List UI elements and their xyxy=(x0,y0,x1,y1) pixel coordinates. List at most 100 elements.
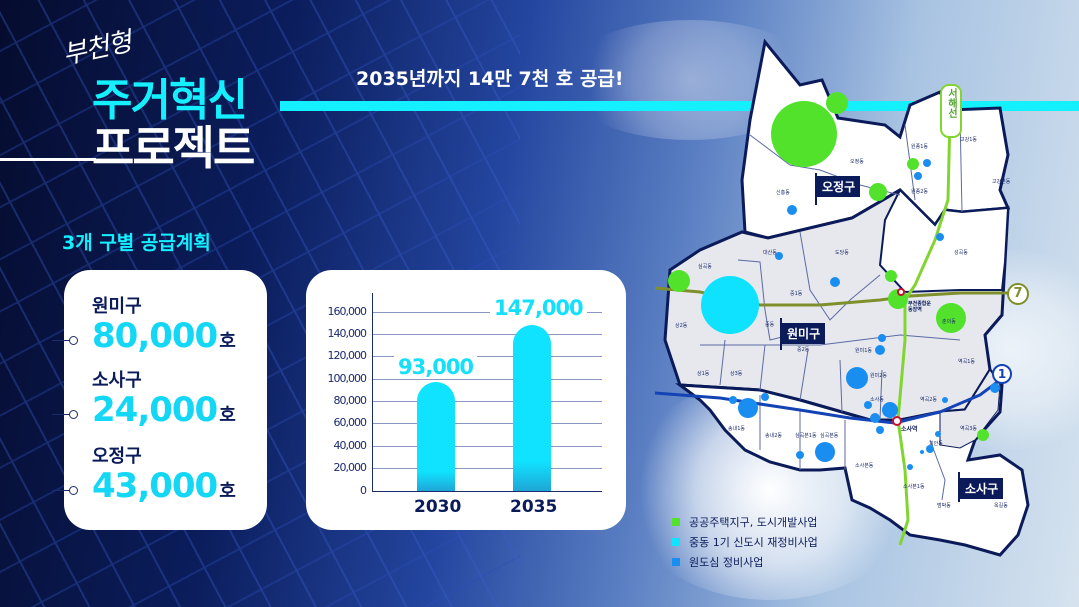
district-name: 소사구 xyxy=(92,370,142,391)
subtitle: 2035년까지 14만 7천 호 공급! xyxy=(356,68,624,90)
gridline xyxy=(372,423,602,424)
dong-label: 심곡본1동 xyxy=(795,433,817,439)
dong-label: 상2동 xyxy=(675,323,688,329)
y-tick-label: 40,000 xyxy=(333,439,368,452)
dong-label: 심곡본동 xyxy=(820,433,839,439)
district-name: 원미구 xyxy=(92,296,142,317)
flag-pole xyxy=(780,318,782,350)
title-line-2: 프로젝트 xyxy=(92,121,255,175)
district-value: 80,000 xyxy=(92,316,218,356)
district-unit: 호 xyxy=(219,405,236,426)
y-tick-label: 160,000 xyxy=(327,305,368,318)
line-1-badge: 1 xyxy=(992,364,1012,384)
legend-label: 공공주택지구, 도시개발사업 xyxy=(689,516,818,529)
map-legend: 공공주택지구, 도시개발사업 중동 1기 신도시 재정비사업 원도심 정비사업 xyxy=(672,512,818,572)
district-unit: 호 xyxy=(219,331,236,352)
district-value: 43,000 xyxy=(92,466,218,506)
y-tick-label: 60,000 xyxy=(333,416,368,429)
flag-pole xyxy=(958,472,960,502)
legend-label: 중동 1기 신도시 재정비사업 xyxy=(689,536,818,549)
dong-label: 역곡3동 xyxy=(960,426,977,432)
seohae-line-badge: 서해선 xyxy=(940,84,962,138)
gridline xyxy=(372,401,602,402)
gridline xyxy=(372,379,602,380)
bar-2035 xyxy=(513,325,551,491)
x-tick-label: 2035 xyxy=(510,497,558,517)
y-tick-label: 20,000 xyxy=(333,461,368,474)
legend-item-old-downtown: 원도심 정비사업 xyxy=(672,552,818,572)
dong-label: 상3동 xyxy=(730,371,743,377)
gridline xyxy=(372,446,602,447)
dong-label: 괴안동 xyxy=(929,441,943,447)
dong-label: 소사본1동 xyxy=(903,484,925,490)
dong-label: 신흥동 xyxy=(776,190,790,196)
district-item-wonmi: 원미구 80,000 호 xyxy=(52,292,236,356)
x-axis xyxy=(372,491,602,492)
bar-2030 xyxy=(417,382,455,491)
district-item-sosa: 소사구 24,000 호 xyxy=(52,366,236,430)
map-label-sosa: 소사구 xyxy=(960,478,1004,499)
map-label-wonmi: 원미구 xyxy=(782,323,826,344)
accent-line-white xyxy=(0,158,96,161)
dong-label: 송내1동 xyxy=(728,426,745,432)
gridline xyxy=(372,312,602,313)
connector-icon xyxy=(52,336,78,345)
gridline xyxy=(372,468,602,469)
connector-icon xyxy=(52,410,78,419)
dong-label: 원종1동 xyxy=(911,144,928,150)
section-title: 3개 구별 공급계획 xyxy=(62,232,211,254)
y-tick-label: 140,000 xyxy=(327,327,368,340)
dong-label: 원미1동 xyxy=(855,348,872,354)
dong-label: 춘의동 xyxy=(942,319,956,325)
dong-label: 소사본동 xyxy=(855,463,874,469)
dong-label: 송내2동 xyxy=(765,433,782,439)
dong-label: 원미2동 xyxy=(870,373,887,379)
dong-label: 심곡동 xyxy=(698,264,712,270)
bar-value-label: 93,000 xyxy=(394,355,478,379)
district-value: 24,000 xyxy=(92,390,218,430)
y-tick-label: 0 xyxy=(360,484,367,497)
district-item-ojeong: 오정구 43,000 호 xyxy=(52,442,236,506)
district-name: 오정구 xyxy=(92,446,142,467)
legend-swatch xyxy=(672,518,680,526)
station-label-bucheon-stadium: 부천종합운동장역 xyxy=(908,301,932,313)
title-line-1: 주거혁신 xyxy=(92,75,248,126)
dong-label: 중동 xyxy=(765,322,775,328)
dong-label: 성곡동 xyxy=(954,250,968,256)
y-tick-label: 100,000 xyxy=(327,372,368,385)
dong-label: 역곡1동 xyxy=(958,359,975,365)
y-tick-label: 120,000 xyxy=(327,349,368,362)
dong-label: 상1동 xyxy=(697,371,710,377)
legend-swatch xyxy=(672,558,680,566)
seohae-line-label: 서해선 xyxy=(945,88,957,118)
dong-label: 범박동 xyxy=(937,503,951,509)
district-unit: 호 xyxy=(219,481,236,502)
dong-label: 고강1동 xyxy=(960,137,977,143)
dong-label: 중1동 xyxy=(790,291,803,297)
map-label-ojeong: 오정구 xyxy=(817,176,861,197)
station-label-sosa: 소사역 xyxy=(901,426,918,433)
dong-label: 도당동 xyxy=(835,250,849,256)
dong-label: 역곡2동 xyxy=(920,397,937,403)
connector-icon xyxy=(52,486,78,495)
accent-line-top xyxy=(280,101,1079,111)
legend-label: 원도심 정비사업 xyxy=(689,556,764,569)
line-7-badge: 7 xyxy=(1007,283,1029,305)
dong-label: 옥길동 xyxy=(994,503,1008,509)
gridline xyxy=(372,334,602,335)
legend-swatch xyxy=(672,538,680,546)
dong-label: 중2동 xyxy=(797,347,810,353)
bar-value-label: 147,000 xyxy=(490,296,587,320)
flag-pole xyxy=(815,173,817,205)
dong-label: 대산동 xyxy=(763,250,777,256)
dong-label: 소사동 xyxy=(870,397,884,403)
y-tick-label: 80,000 xyxy=(333,394,368,407)
legend-item-public-housing: 공공주택지구, 도시개발사업 xyxy=(672,512,818,532)
gridline xyxy=(372,356,602,357)
dong-label: 오정동 xyxy=(850,159,864,165)
legend-item-jungdong: 중동 1기 신도시 재정비사업 xyxy=(672,532,818,552)
dong-label: 고강본동 xyxy=(992,179,1011,185)
x-tick-label: 2030 xyxy=(414,497,462,517)
district-supply-card: 원미구 80,000 호 소사구 24,000 호 오정구 43,000 호 xyxy=(52,270,267,530)
